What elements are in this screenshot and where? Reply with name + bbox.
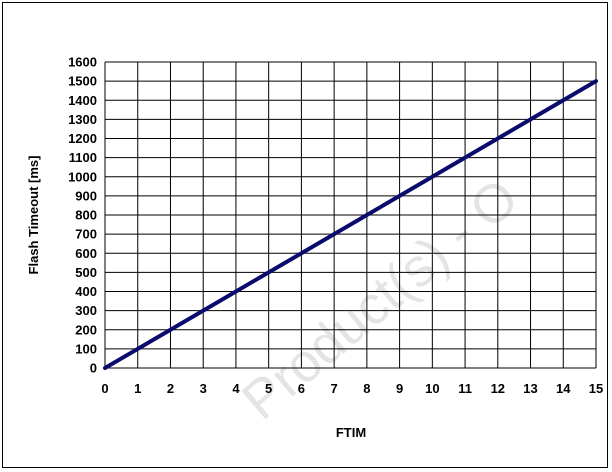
y-tick-label: 1000 [68,169,97,184]
y-tick-label: 700 [75,227,97,242]
grid-lines [104,61,597,369]
y-tick-label: 500 [75,265,97,280]
x-tick-labels: 0 1 2 3 4 5 6 7 8 9 10 11 12 13 14 15 [101,381,603,396]
y-tick-label: 100 [75,341,97,356]
series-line [103,79,598,370]
x-tick-label: 5 [265,381,272,396]
y-tick-label: 1400 [68,93,97,108]
x-tick-label: 8 [363,381,370,396]
x-tick-label: 15 [589,381,603,396]
x-axis-title: FTIM [336,425,366,440]
y-tick-label: 0 [90,361,97,376]
y-tick-label: 900 [75,188,97,203]
x-tick-label: 11 [458,381,472,396]
y-tick-label: 300 [75,303,97,318]
y-tick-label: 400 [75,284,97,299]
x-tick-label: 1 [134,381,141,396]
x-tick-label: 12 [491,381,505,396]
y-tick-label: 800 [75,208,97,223]
x-tick-label: 13 [523,381,537,396]
y-tick-label: 1500 [68,74,97,89]
x-tick-label: 6 [298,381,305,396]
x-tick-label: 9 [396,381,403,396]
series-group [103,79,598,370]
y-tick-label: 1600 [68,55,97,70]
x-tick-label: 4 [232,381,240,396]
x-tick-label: 7 [331,381,338,396]
y-tick-label: 1200 [68,131,97,146]
y-tick-labels: 0 100 200 300 400 500 600 700 800 900 1000 1100 1200… [68,55,97,376]
chart-frame [2,2,608,468]
x-tick-label: 3 [200,381,207,396]
x-tick-label: 0 [101,381,108,396]
x-tick-label: 2 [167,381,174,396]
x-tick-label: 14 [556,381,571,396]
y-tick-label: 1300 [68,112,97,127]
y-tick-label: 200 [75,322,97,337]
y-tick-label: 1100 [69,150,97,165]
y-axis-title: Flash Timeout [ms] [26,156,41,275]
x-tick-label: 10 [425,381,439,396]
y-tick-label: 600 [75,246,97,261]
